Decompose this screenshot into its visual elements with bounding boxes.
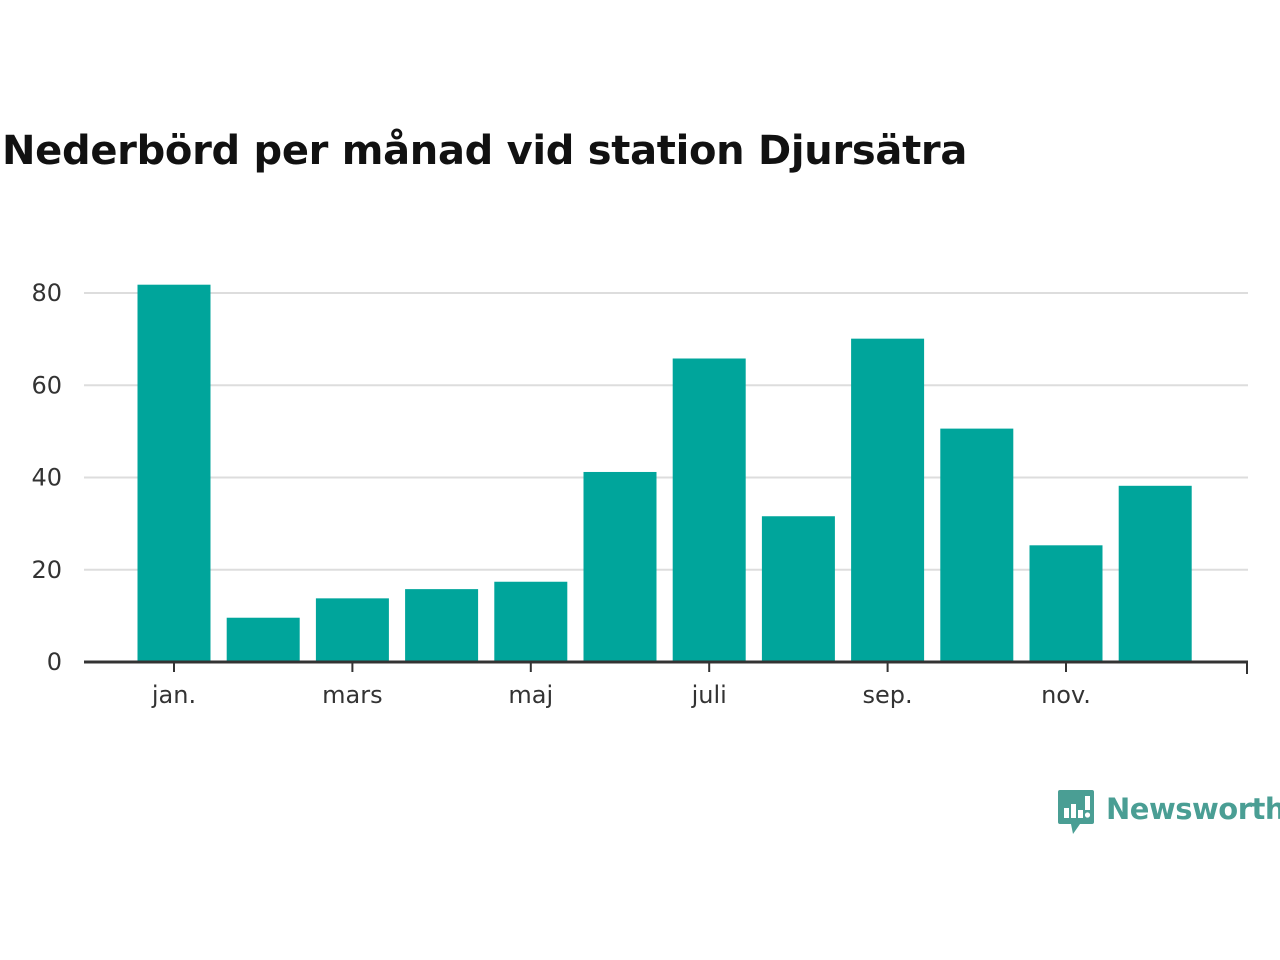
y-tick-label-0: 0 — [47, 648, 62, 676]
x-tick-label-nov: nov. — [1041, 681, 1091, 709]
bar-mars — [315, 598, 389, 662]
x-tick-label-jan: jan. — [151, 681, 196, 709]
x-tick-label-mars: mars — [322, 681, 382, 709]
bar-sep — [851, 338, 925, 662]
x-tick-label-juli: juli — [691, 681, 727, 709]
x-axis-tick-labels: jan. mars maj juli sep. nov. — [151, 681, 1091, 709]
bar-april — [405, 589, 479, 662]
x-tick-label-maj: maj — [508, 681, 553, 709]
x-tick-label-sep: sep. — [863, 681, 913, 709]
bar-dec — [1118, 485, 1192, 662]
y-tick-label-80: 80 — [31, 279, 62, 307]
brand-name: Newsworthy — [1106, 792, 1280, 826]
y-tick-label-40: 40 — [31, 464, 62, 492]
bar-feb — [226, 617, 300, 662]
bar-juni — [583, 471, 657, 662]
gridlines — [84, 292, 1248, 571]
bar-juli — [672, 358, 746, 662]
axes — [84, 660, 1248, 674]
y-tick-label-60: 60 — [31, 371, 62, 399]
y-tick-label-20: 20 — [31, 556, 62, 584]
bar-jan — [137, 284, 211, 662]
y-axis-tick-labels: 0 20 40 60 80 — [31, 279, 62, 676]
newsworthy-logo: Newsworthy — [1058, 790, 1280, 836]
bars — [137, 284, 1192, 662]
bar-okt — [940, 428, 1014, 662]
bar-aug — [761, 516, 835, 662]
bar-maj — [494, 581, 568, 662]
newsworthy-chart-bubble-icon — [1058, 790, 1094, 834]
chart-title: Nederbörd per månad vid station Djursätr… — [2, 128, 968, 174]
bar-nov — [1029, 545, 1103, 662]
